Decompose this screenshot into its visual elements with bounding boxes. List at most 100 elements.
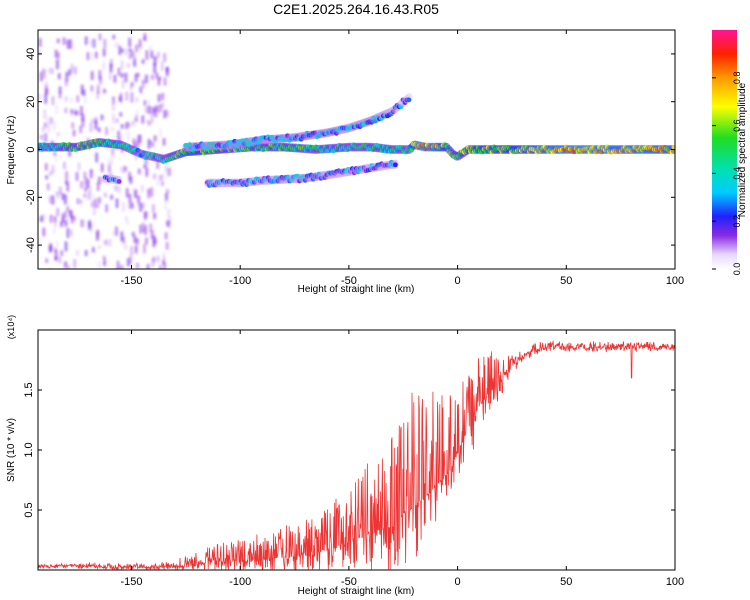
spectrogram-noise-mark [117,67,121,76]
spectrogram-noise-mark [86,179,90,189]
spectrogram-noise-mark [137,203,141,208]
spectrogram-noise-mark [89,122,93,132]
spectrogram-noise-mark [43,213,47,219]
spectrogram-noise-mark [42,69,46,79]
spectrogram-noise-mark [58,86,62,94]
snr-x-tick-label: 50 [560,576,572,588]
spectrogram-noise-mark [167,208,171,219]
spectrogram-noise-mark [115,118,119,123]
spectrogram-noise-mark [152,256,156,263]
spectrogram-noise-mark [88,185,92,193]
spectrogram-noise-mark [76,198,80,205]
spectrogram-noise-mark [38,237,42,244]
spectrogram-noise-mark [157,77,161,86]
spectrogram-noise-mark [128,193,132,203]
spectrogram-noise-mark [160,61,164,71]
spectrogram-noise-mark [128,53,132,59]
spectrogram-noise-mark [80,181,84,189]
spectrogram-noise-mark [154,105,158,112]
spectrogram-noise-mark [153,135,157,141]
spectrogram-noise-mark [60,221,64,227]
spectrogram-noise-mark [79,125,83,133]
spectrogram-noise-mark [89,224,93,232]
spectrogram-noise-mark [64,96,68,102]
spectrogram-noise-mark [56,208,60,216]
spectrogram-noise-mark [53,247,57,253]
spectrogram-noise-mark [163,77,167,86]
spectrogram-noise-mark [108,73,112,80]
spectrogram-noise-mark [44,81,48,87]
spectrogram-noise-mark [51,195,55,205]
spectrogram-ridge-side-feature [101,173,123,185]
spectrogram-noise-mark [118,46,122,55]
spectrogram-noise-mark [54,49,58,58]
spectrogram-noise-mark [103,38,107,49]
spectrogram-noise-mark [122,236,126,244]
spectrogram-noise-mark [93,198,97,209]
spectrogram-noise-mark [90,118,94,124]
spectrogram-noise-mark [162,255,166,260]
spectrogram-noise-mark [164,165,168,172]
spectrogram-noise-mark [47,123,51,129]
spectrogram-noise-mark [165,67,169,73]
spectrogram-y-label: Frequency (Hz) [6,116,17,185]
spectrogram-y-tick-label: 40 [25,48,37,60]
spectrogram-noise-mark [49,170,53,176]
spectrogram-noise-mark [145,155,149,165]
spectrogram-noise-mark [38,93,42,101]
spectrogram-noise-mark [39,71,43,82]
spectrogram-noise-mark [58,256,62,264]
spectrogram-noise-mark [83,193,87,198]
spectrogram-panel: -150 -100 -50 0 50 100 -40 -20 0 20 40 Height of … [6,29,684,295]
spectrogram-noise-mark [124,123,128,130]
spectrogram-noise-mark [46,117,50,124]
spectrogram-noise-mark [128,48,132,53]
spectrogram-noise-mark [151,204,155,213]
spectrogram-noise-mark [163,262,167,269]
snr-multiplier-label: (x10⁴) [6,315,16,339]
spectrogram-noise-mark [62,37,66,45]
spectrogram-noise-mark [105,204,109,213]
spectrogram-noise-mark [165,170,169,178]
spectrogram-noise-mark [66,205,70,213]
spectrogram-noise-mark [61,193,65,200]
spectrogram-noise-mark [152,235,156,243]
spectrogram-noise-mark [102,255,106,260]
spectrogram-noise-mark [97,127,101,133]
spectrogram-noise-mark [161,92,165,101]
spectrogram-noise-mark [71,122,75,129]
spectrogram-noise-mark [98,70,102,80]
spectrogram-noise-mark [143,164,147,169]
spectrogram-noise-mark [65,72,69,82]
spectrogram-noise-mark [90,85,94,92]
spectrogram-noise-mark [166,188,170,194]
spectrogram-noise-mark [113,41,117,48]
spectrogram-noise-mark [116,260,120,269]
spectrogram-noise-mark [84,96,88,104]
spectrogram-noise-mark [53,152,57,157]
spectrogram-noise-mark [68,148,72,157]
spectrogram-noise-mark [43,109,47,120]
spectrogram-noise-mark [73,66,77,75]
spectrogram-noise-mark [89,169,93,179]
spectrogram-noise-mark [124,216,128,222]
spectrogram-noise-mark [102,48,106,57]
spectrogram-noise-mark [74,110,78,116]
spectrogram-noise-mark [150,187,154,197]
spectrogram-noise-mark [147,105,151,114]
spectrogram-noise-mark [52,121,56,131]
spectrogram-y-axis: -40 -20 0 20 40 [25,48,675,253]
figure-title: C2E1.2025.264.16.43.R05 [273,1,439,17]
spectrogram-noise-mark [44,93,48,104]
spectrogram-noise-mark [100,114,104,121]
spectrogram-noise-mark [114,226,118,236]
spectrogram-noise-mark [49,195,53,204]
spectrogram-noise-mark [164,232,168,240]
spectrogram-noise-mark [57,73,61,80]
spectrogram-noise-mark [141,202,145,209]
spectrogram-noise-mark [42,134,46,142]
spectrogram-noise-mark [125,188,129,198]
spectrogram-noise-mark [45,258,49,263]
spectrogram-noise-mark [155,72,159,79]
